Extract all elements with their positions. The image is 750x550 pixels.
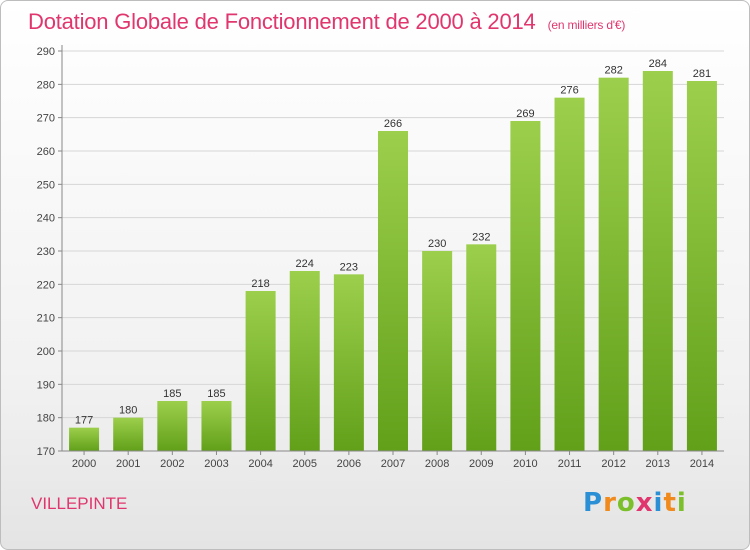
x-tick-label: 2004 xyxy=(248,458,272,470)
bar-2007 xyxy=(377,131,409,451)
x-tick-label: 2014 xyxy=(690,458,714,470)
chart-subtitle: (en milliers d'€) xyxy=(547,18,626,32)
x-tick-label: 2005 xyxy=(292,458,316,470)
bar-value-label: 232 xyxy=(472,231,490,243)
y-tick-label: 280 xyxy=(37,79,55,91)
y-tick-label: 290 xyxy=(37,46,55,58)
bar-value-label: 266 xyxy=(384,118,402,130)
bar-value-label: 185 xyxy=(207,388,225,400)
bar-2011 xyxy=(554,97,585,452)
bar-2000 xyxy=(69,427,100,451)
bar-2008 xyxy=(422,251,453,451)
bar-value-label: 177 xyxy=(75,415,93,427)
y-tick-label: 170 xyxy=(37,446,55,458)
logo-letter: P xyxy=(583,488,604,518)
y-tick-label: 190 xyxy=(37,379,55,391)
y-tick-label: 270 xyxy=(37,113,55,125)
bar-value-label: 218 xyxy=(251,278,269,290)
logo-letter: i xyxy=(653,488,664,518)
bar-2006 xyxy=(333,274,364,451)
proxiti-logo: Proxiti xyxy=(583,488,687,518)
bar-2005 xyxy=(289,271,320,451)
x-tick-label: 2003 xyxy=(204,458,228,470)
x-tick-label: 2013 xyxy=(646,458,670,470)
y-tick-label: 220 xyxy=(37,279,55,291)
logo-letter: r xyxy=(603,488,617,518)
bar-value-label: 223 xyxy=(340,261,358,273)
bar-2012 xyxy=(598,77,629,452)
x-tick-label: 2001 xyxy=(116,458,140,470)
chart-title-text: Dotation Globale de Fonctionnement de 20… xyxy=(28,9,536,34)
x-tick-label: 2000 xyxy=(72,458,96,470)
y-tick-label: 210 xyxy=(37,313,55,325)
bar-2010 xyxy=(510,121,541,451)
y-tick-label: 250 xyxy=(37,179,55,191)
y-tick-label: 200 xyxy=(37,346,55,358)
logo-letter: x xyxy=(635,488,654,518)
bar-value-label: 185 xyxy=(163,388,181,400)
logo-letter: i xyxy=(676,488,687,518)
x-tick-label: 2011 xyxy=(558,458,582,470)
bar-value-label: 230 xyxy=(428,238,446,250)
y-tick-label: 240 xyxy=(37,213,55,225)
logo-letter: t xyxy=(663,488,677,518)
bar-value-label: 180 xyxy=(119,405,137,417)
x-tick-label: 2008 xyxy=(425,458,449,470)
bar-value-label: 282 xyxy=(604,65,622,77)
y-tick-label: 260 xyxy=(37,146,55,158)
logo-letter: o xyxy=(616,488,636,518)
y-tick-label: 180 xyxy=(37,413,55,425)
bar-2002 xyxy=(157,401,188,451)
x-tick-label: 2002 xyxy=(160,458,184,470)
bar-value-label: 276 xyxy=(560,85,578,97)
bar-value-label: 281 xyxy=(693,68,711,80)
bar-2003 xyxy=(201,401,232,451)
chart-title: Dotation Globale de Fonctionnement de 20… xyxy=(28,9,625,35)
bar-value-label: 284 xyxy=(649,58,667,70)
y-tick-label: 230 xyxy=(37,246,55,258)
bar-2009 xyxy=(466,244,497,451)
bar-2014 xyxy=(686,81,717,451)
x-tick-label: 2010 xyxy=(513,458,537,470)
bar-value-label: 269 xyxy=(516,108,534,120)
x-tick-label: 2012 xyxy=(601,458,625,470)
bar-value-label: 224 xyxy=(296,258,314,270)
x-tick-label: 2009 xyxy=(469,458,493,470)
x-tick-label: 2006 xyxy=(337,458,361,470)
place-name: VILLEPINTE xyxy=(31,494,128,513)
x-tick-label: 2007 xyxy=(381,458,405,470)
bar-2013 xyxy=(642,71,673,451)
bar-2004 xyxy=(245,291,276,451)
bar-2001 xyxy=(113,417,144,451)
